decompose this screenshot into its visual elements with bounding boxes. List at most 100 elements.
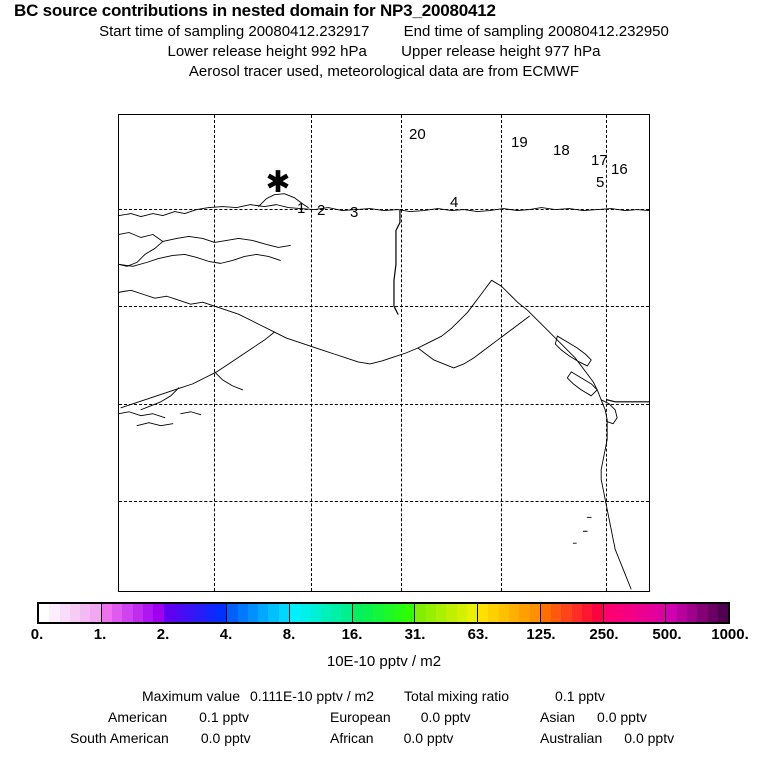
gridline-vertical xyxy=(214,115,215,591)
colorbar-segment xyxy=(478,604,541,622)
colorbar-segment xyxy=(101,604,165,622)
colorbar-step xyxy=(613,604,625,622)
colorbar-step xyxy=(624,604,635,622)
total-mixing-ratio-value: 0.1 pptv xyxy=(555,688,605,704)
gridline-vertical xyxy=(606,115,607,591)
map-panel[interactable]: ✱ 1 2 3 4 5 16 17 18 19 20 xyxy=(118,114,650,592)
colorbar-step xyxy=(101,604,113,622)
colorbar-step xyxy=(582,604,593,622)
gridline-horizontal xyxy=(119,209,649,210)
colorbar-segment xyxy=(289,604,353,622)
colorbar-step xyxy=(237,604,248,622)
colorbar-step xyxy=(320,604,332,622)
upper-release-height-label: Upper release height 977 hPa xyxy=(401,43,601,60)
coastline-overlay xyxy=(119,193,649,590)
page-title: BC source contributions in nested domain… xyxy=(14,1,496,20)
african-value: 0.0 pptv xyxy=(403,730,454,746)
colorbar-step xyxy=(676,604,687,622)
colorbar-step xyxy=(195,604,206,622)
trajectory-point-label: 5 xyxy=(596,174,605,191)
african-label: African xyxy=(330,730,374,746)
colorbar-step xyxy=(383,604,394,622)
colorbar-segment xyxy=(415,604,479,622)
colorbar-step xyxy=(603,604,614,622)
trajectory-point-label: 18 xyxy=(553,142,570,159)
south-american-value: 0.0 pptv xyxy=(200,730,251,746)
trajectory-point-label: 20 xyxy=(409,126,426,143)
colorbar-step xyxy=(142,604,154,622)
colorbar-tick-label: 16. xyxy=(341,626,363,643)
colorbar-segment xyxy=(164,604,228,622)
american-label: American xyxy=(108,709,168,725)
colorbar-segment xyxy=(227,604,290,622)
colorbar-step xyxy=(258,604,269,622)
colorbar-segment xyxy=(603,604,667,622)
colorbar-step xyxy=(446,604,457,622)
colorbar-tick-label: 500. xyxy=(652,626,682,643)
colorbar-step xyxy=(153,604,164,622)
colorbar-step xyxy=(634,604,645,622)
colorbar-step xyxy=(59,604,70,622)
colorbar-step xyxy=(300,604,311,622)
colorbar-tick-label: 31. xyxy=(404,626,426,643)
gridline-horizontal xyxy=(119,306,649,307)
header-block: BC source contributions in nested domain… xyxy=(0,0,768,82)
european-label: European xyxy=(330,709,391,725)
colorbar-step xyxy=(80,604,91,622)
colorbar-step xyxy=(215,604,227,622)
footer-stats: Maximum value 0.111E-10 pptv / m2 Total … xyxy=(0,686,768,749)
colorbar-step xyxy=(205,604,216,622)
stat-row: South American 0.0 pptv African 0.0 pptv… xyxy=(0,728,768,749)
total-mixing-ratio-label: Total mixing ratio xyxy=(404,688,510,704)
colorbar-step xyxy=(717,604,729,622)
colorbar-step xyxy=(122,604,133,622)
colorbar-step xyxy=(404,604,415,622)
colorbar-tick-label: 125. xyxy=(526,626,556,643)
colorbar-step xyxy=(227,604,238,622)
colorbar-tick-label: 8. xyxy=(282,626,296,643)
end-time-label: End time of sampling 20080412.232950 xyxy=(403,23,669,40)
colorbar-step xyxy=(362,604,374,622)
colorbar-step xyxy=(571,604,583,622)
trajectory-point-label: 2 xyxy=(317,202,326,219)
colorbar-tick-label: 63. xyxy=(467,626,489,643)
tracer-note: Aerosol tracer used, meteorological data… xyxy=(188,63,580,80)
australian-value: 0.0 pptv xyxy=(624,730,675,746)
asian-value: 0.0 pptv xyxy=(597,709,647,725)
colorbar-tick-label: 0. xyxy=(30,626,44,643)
colorbar-tick-labels: 0. 1. 2. 4. 8. 16. 31. 63. 125. 250. 500. 1000. xyxy=(0,626,768,646)
colorbar-step xyxy=(666,604,677,622)
trajectory-point-label: 16 xyxy=(611,161,628,178)
colorbar-step xyxy=(164,604,175,622)
colorbar-step xyxy=(551,604,562,622)
colorbar-step xyxy=(341,604,352,622)
colorbar-step xyxy=(185,604,196,622)
colorbar-step xyxy=(707,604,718,622)
stat-row: Maximum value 0.111E-10 pptv / m2 Total … xyxy=(0,686,768,707)
gridline-horizontal xyxy=(119,501,649,502)
colorbar-step xyxy=(456,604,467,622)
trajectory-point-label: 4 xyxy=(450,194,459,211)
colorbar-step xyxy=(561,604,572,622)
colorbar-step xyxy=(529,604,540,622)
stat-row: American 0.1 pptv European 0.0 pptv Asia… xyxy=(0,707,768,728)
colorbar-step xyxy=(686,604,698,622)
colorbar-step xyxy=(498,604,510,622)
colorbar-step xyxy=(90,604,101,622)
colorbar-step xyxy=(488,604,499,622)
colorbar-step xyxy=(644,604,656,622)
lower-release-height-label: Lower release height 992 hPa xyxy=(167,43,367,60)
trajectory-point-label: 17 xyxy=(591,152,608,169)
colorbar[interactable] xyxy=(37,602,730,624)
colorbar-step xyxy=(697,604,708,622)
colorbar-tick-label: 2. xyxy=(156,626,170,643)
colorbar-step xyxy=(519,604,530,622)
colorbar-step xyxy=(540,604,552,622)
colorbar-step xyxy=(592,604,603,622)
colorbar-step xyxy=(466,604,478,622)
colorbar-step xyxy=(436,604,447,622)
max-value-label: Maximum value xyxy=(141,688,240,704)
trajectory-point-label: 19 xyxy=(511,134,528,151)
colorbar-tick-label: 1. xyxy=(93,626,107,643)
colorbar-step xyxy=(393,604,405,622)
